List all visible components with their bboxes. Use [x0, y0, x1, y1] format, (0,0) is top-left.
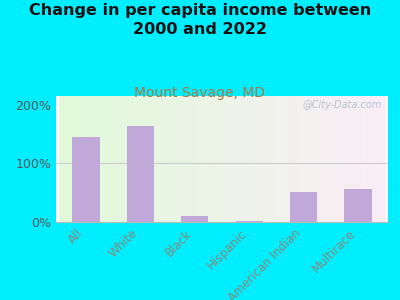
Text: @City-Data.com: @City-Data.com [302, 100, 381, 110]
Bar [127, 127, 154, 222]
Bar [290, 191, 317, 222]
Text: Mount Savage, MD: Mount Savage, MD [134, 85, 266, 100]
Bar [344, 189, 372, 222]
Bar [236, 221, 263, 222]
Text: Change in per capita income between
2000 and 2022: Change in per capita income between 2000… [29, 3, 371, 37]
Bar [181, 216, 208, 222]
Bar [72, 137, 100, 222]
